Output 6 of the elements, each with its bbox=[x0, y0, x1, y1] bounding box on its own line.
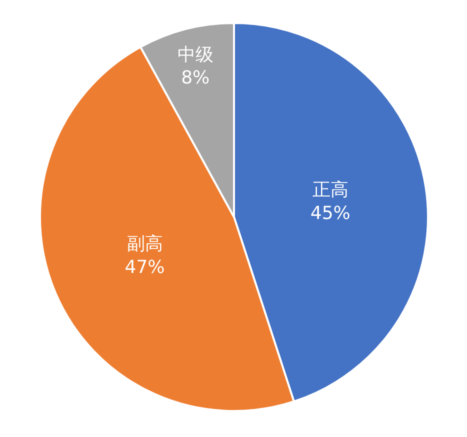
data-label: 8% bbox=[181, 68, 210, 89]
data-label: 47% bbox=[124, 256, 165, 278]
slice-label: 副高 bbox=[126, 233, 163, 254]
data-label: 45% bbox=[310, 202, 350, 224]
slice-label: 正高 bbox=[312, 180, 348, 201]
slice-label: 中级 bbox=[177, 44, 214, 66]
